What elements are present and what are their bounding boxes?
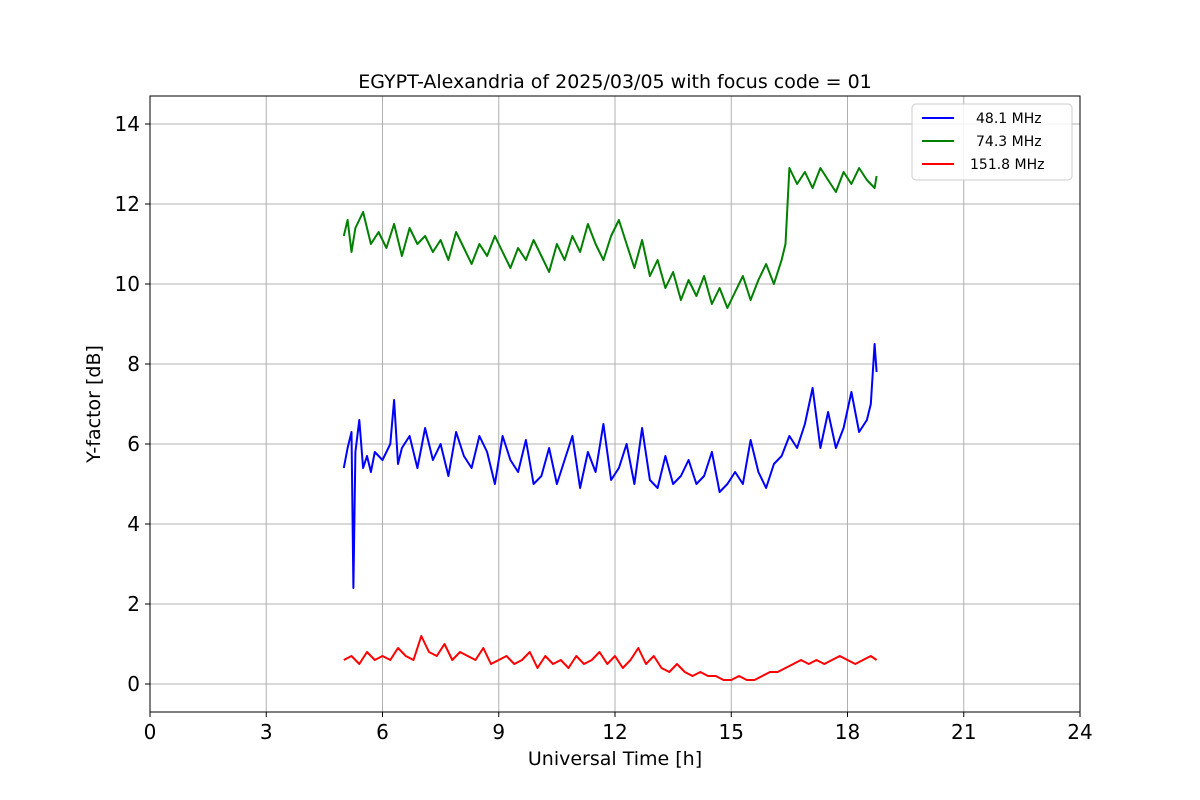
x-axis-ticks: 0 3 6 9 12 15 18 21 24 <box>144 712 1093 744</box>
x-tick-label: 0 <box>144 720 157 744</box>
x-tick-label: 6 <box>376 720 389 744</box>
x-tick-label: 18 <box>835 720 860 744</box>
y-tick-label: 2 <box>127 592 140 616</box>
y-tick-label: 6 <box>127 432 140 456</box>
y-tick-label: 12 <box>115 192 140 216</box>
legend-label-74mhz: 74.3 MHz <box>976 134 1042 150</box>
x-tick-label: 21 <box>951 720 976 744</box>
x-tick-label: 12 <box>602 720 627 744</box>
x-axis-label: Universal Time [h] <box>528 748 702 770</box>
legend-box <box>911 103 1073 181</box>
y-tick-label: 10 <box>115 272 140 296</box>
y-tick-label: 14 <box>115 112 140 136</box>
y-axis-ticks: 0 2 4 6 8 10 12 14 <box>115 112 150 696</box>
x-tick-label: 24 <box>1067 720 1092 744</box>
legend: 48.1 MHz 74.3 MHz 151.8 MHz <box>911 103 1073 181</box>
y-tick-label: 8 <box>127 352 140 376</box>
legend-label-151mhz: 151.8 MHz <box>970 157 1044 173</box>
series-line-74mhz <box>342 167 878 309</box>
legend-label-48mhz: 48.1 MHz <box>976 111 1042 127</box>
x-tick-label: 9 <box>492 720 505 744</box>
y-axis-label: Y-factor [dB] <box>83 345 105 464</box>
x-tick-label: 3 <box>260 720 273 744</box>
chart-title: EGYPT-Alexandria of 2025/03/05 with focu… <box>358 71 872 93</box>
series-lines <box>342 167 878 681</box>
y-tick-label: 4 <box>127 512 140 536</box>
y-tick-label: 0 <box>127 672 140 696</box>
series-line-48mhz <box>342 343 878 589</box>
series-line-151mhz <box>343 635 878 681</box>
x-tick-label: 15 <box>719 720 744 744</box>
